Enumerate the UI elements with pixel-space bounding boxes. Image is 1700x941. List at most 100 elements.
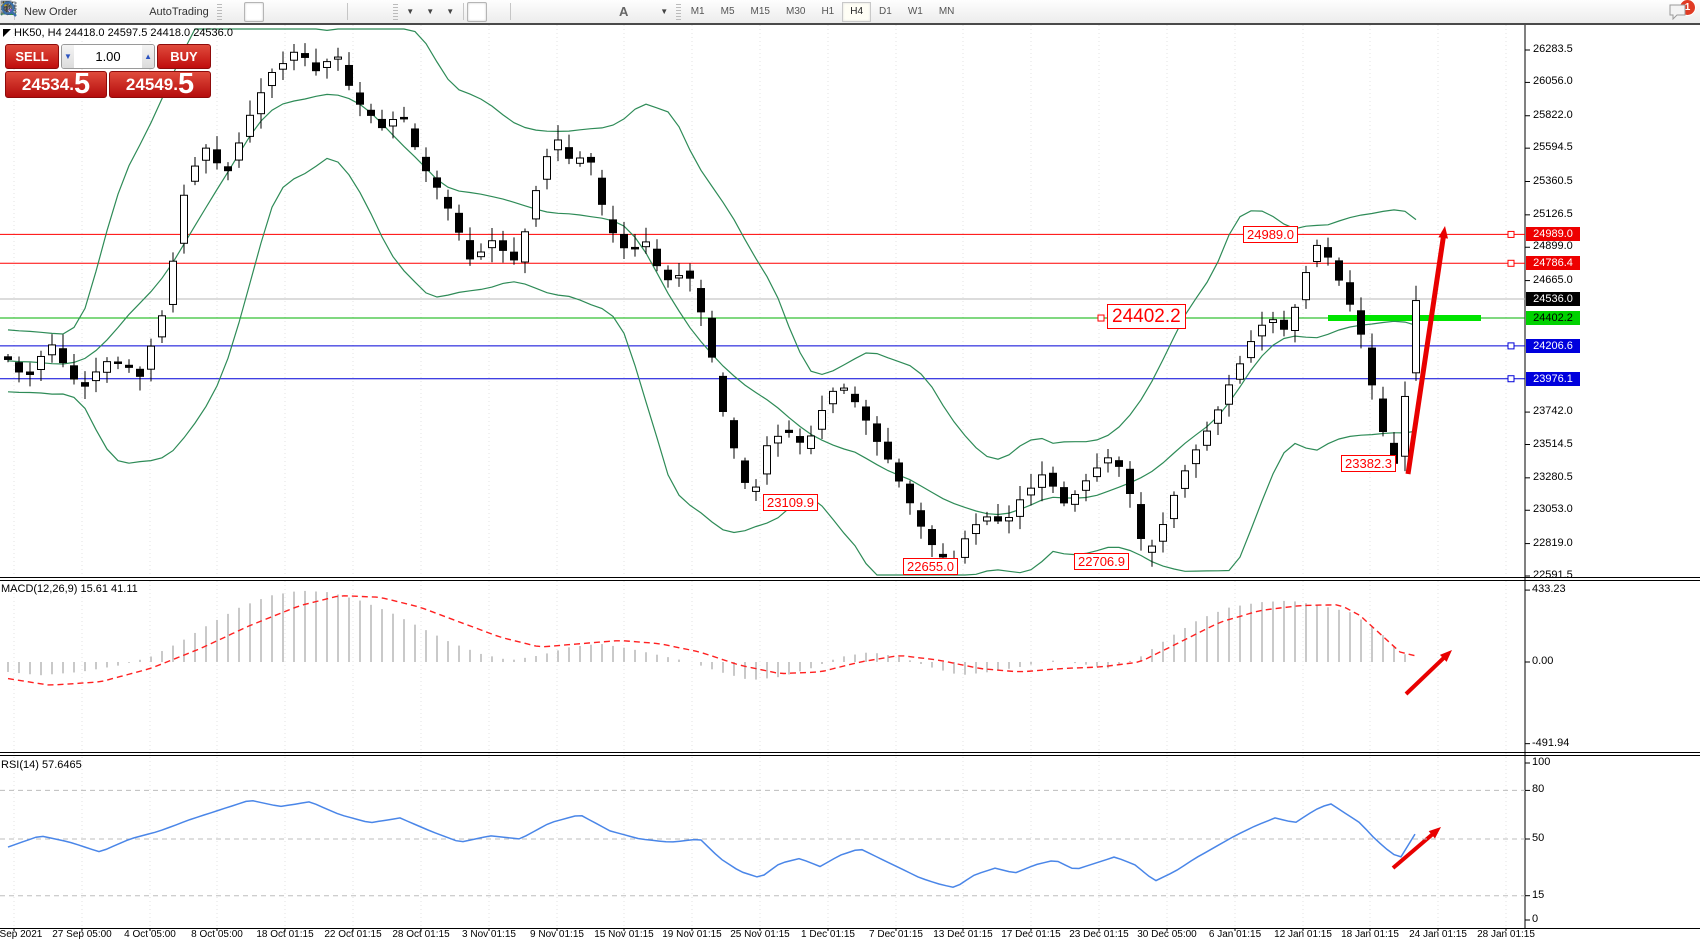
signal-icon[interactable] bbox=[1, 2, 143, 22]
line-anchor-marker[interactable] bbox=[1097, 314, 1105, 322]
candle-body bbox=[1346, 282, 1354, 305]
metaeditor-icon[interactable] bbox=[0, 2, 123, 22]
horizontal-line-button[interactable] bbox=[1, 2, 554, 22]
shapes-button[interactable]: ▼ bbox=[1, 2, 674, 22]
candle-body bbox=[1247, 341, 1255, 359]
line-anchor-marker[interactable] bbox=[1507, 259, 1515, 267]
candle-body bbox=[510, 251, 518, 261]
candle-body bbox=[840, 387, 848, 391]
price-axis-value: 25594.5 bbox=[1533, 141, 1573, 154]
price-badge: 24402.2 bbox=[1526, 311, 1580, 326]
timeframe-button-h1[interactable]: H1 bbox=[821, 6, 835, 17]
candle-body bbox=[1027, 487, 1035, 496]
timeframe-button-m15[interactable]: M15 bbox=[750, 6, 770, 17]
zoom-in-button[interactable] bbox=[1, 1, 304, 22]
candle-body bbox=[1115, 460, 1123, 467]
timeframe-button-m5[interactable]: M5 bbox=[720, 6, 735, 17]
divider bbox=[462, 3, 464, 20]
periods-button[interactable]: ▼ bbox=[1, 1, 440, 22]
trend-arrow-macd[interactable] bbox=[1404, 652, 1450, 696]
auto-scroll-button[interactable] bbox=[1, 2, 371, 22]
vertical-line-button[interactable] bbox=[5, 1, 534, 22]
new-order-button[interactable]: New Order bbox=[0, 0, 83, 22]
candle-body bbox=[939, 553, 947, 558]
volume-input[interactable] bbox=[73, 45, 143, 68]
buy-button[interactable]: BUY bbox=[157, 44, 211, 69]
sell-button[interactable]: SELL bbox=[5, 44, 59, 69]
buy-price-display[interactable]: 24549. 5 bbox=[109, 71, 211, 98]
volume-increase-button[interactable]: ▲ bbox=[142, 45, 154, 68]
price-badge: 24989.0 bbox=[1526, 227, 1580, 242]
price-axis-value: 24899.0 bbox=[1533, 240, 1573, 253]
candle-body bbox=[785, 429, 793, 433]
line-anchor-marker[interactable] bbox=[1507, 375, 1515, 383]
trendline-button[interactable] bbox=[1, 1, 574, 22]
x-axis-label: 7 Dec 01:15 bbox=[869, 929, 923, 940]
candle-body bbox=[1159, 524, 1167, 542]
trend-arrow-main[interactable] bbox=[1405, 231, 1447, 475]
x-axis-label: 13 Dec 01:15 bbox=[933, 929, 993, 940]
candle-body bbox=[466, 240, 474, 260]
candle-body bbox=[554, 139, 562, 151]
chart-shift-button[interactable] bbox=[1, 2, 391, 22]
candle-body bbox=[356, 92, 364, 105]
candle-body bbox=[532, 190, 540, 220]
candlestick-chart-button[interactable] bbox=[2, 1, 264, 22]
templates-button[interactable]: ▼ bbox=[0, 1, 460, 22]
divider bbox=[346, 3, 348, 20]
indicators-button[interactable]: ▼ bbox=[0, 1, 420, 22]
timeframe-button-h4[interactable]: H4 bbox=[842, 1, 872, 22]
svg-text:T: T bbox=[5, 3, 11, 13]
x-axis-label: 17 Dec 01:15 bbox=[1001, 929, 1061, 940]
autotrading-button[interactable]: AutoTrading bbox=[0, 2, 215, 22]
price-annotation-label[interactable]: 23109.9 bbox=[763, 494, 818, 511]
x-axis-label: 27 Sep 05:00 bbox=[52, 929, 112, 940]
timeframe-button-m30[interactable]: M30 bbox=[785, 6, 806, 17]
trend-arrow-macd-head bbox=[1439, 650, 1452, 662]
price-badge: 24206.6 bbox=[1526, 338, 1580, 353]
candle-body bbox=[400, 116, 408, 120]
trend-arrow-rsi[interactable] bbox=[1391, 829, 1438, 870]
price-annotation-label[interactable]: 22655.0 bbox=[903, 558, 958, 575]
price-axis-value: 26056.0 bbox=[1533, 75, 1573, 88]
candle-body bbox=[1291, 306, 1299, 332]
cursor-button[interactable] bbox=[3, 1, 487, 22]
candle-body bbox=[1038, 474, 1046, 488]
line-chart-button[interactable] bbox=[0, 2, 284, 22]
candle-body bbox=[59, 348, 67, 364]
line-anchor-marker[interactable] bbox=[1507, 230, 1515, 238]
candle-body bbox=[312, 62, 320, 72]
text-label-button[interactable]: T bbox=[0, 1, 654, 22]
price-annotation-label[interactable]: 23382.3 bbox=[1341, 455, 1396, 472]
equidistant-channel-button[interactable]: E bbox=[0, 1, 594, 22]
main-toolbar: New Order AutoTrading ▼ ▼ bbox=[0, 0, 1700, 23]
candle-body bbox=[1137, 504, 1145, 539]
zoom-out-button[interactable] bbox=[1, 1, 324, 22]
crosshair-button[interactable] bbox=[1, 1, 507, 22]
candle-body bbox=[15, 362, 23, 373]
candle-body bbox=[565, 147, 573, 159]
timeframe-button-mn[interactable]: MN bbox=[938, 6, 955, 17]
candle-body bbox=[1280, 319, 1288, 330]
candle-body bbox=[1181, 470, 1189, 489]
volume-decrease-button[interactable]: ▼ bbox=[62, 45, 74, 68]
timeframe-button-w1[interactable]: W1 bbox=[907, 6, 923, 17]
price-annotation-label[interactable]: 24989.0 bbox=[1243, 226, 1298, 243]
price-annotation-label[interactable]: 24402.2 bbox=[1107, 304, 1186, 329]
tile-windows-button[interactable] bbox=[0, 1, 344, 22]
x-axis-label: 4 Oct 05:00 bbox=[124, 929, 176, 940]
line-anchor-marker[interactable] bbox=[1507, 342, 1515, 350]
price-annotation-label[interactable]: 22706.9 bbox=[1074, 553, 1129, 570]
chat-icon[interactable]: 1 bbox=[1668, 0, 1696, 22]
candle-body bbox=[37, 355, 45, 370]
timeframe-button-d1[interactable]: D1 bbox=[879, 6, 892, 17]
candle-body bbox=[125, 364, 133, 368]
text-button[interactable]: A bbox=[619, 4, 629, 19]
gold-bar-icon[interactable] bbox=[1, 2, 103, 22]
fibonacci-button[interactable]: F bbox=[1, 2, 614, 22]
bar-chart-button[interactable] bbox=[2, 2, 244, 22]
candle-body bbox=[961, 538, 969, 558]
timeframe-button-m1[interactable]: M1 bbox=[690, 6, 705, 17]
sell-price-display[interactable]: 24534. 5 bbox=[5, 71, 107, 98]
